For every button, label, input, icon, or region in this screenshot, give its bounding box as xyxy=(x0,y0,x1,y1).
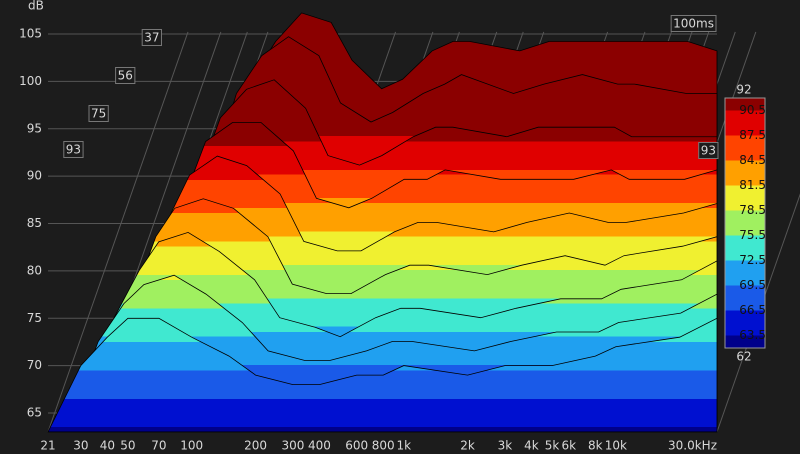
colorbar-label: 63.5 xyxy=(739,328,766,342)
time-label-box xyxy=(698,142,719,159)
colorbar-band xyxy=(725,235,765,261)
y-tick-label: 80 xyxy=(27,263,42,277)
colorbar-label: 66.5 xyxy=(739,303,766,317)
colorbar-label: 72.5 xyxy=(739,253,766,267)
colorbar-label: 75.5 xyxy=(739,228,766,242)
colorbar-band xyxy=(725,335,765,348)
colorbar-band xyxy=(725,98,765,111)
y-tick-label: 85 xyxy=(27,216,42,230)
colorbar-band xyxy=(725,110,765,136)
time-tick-label: 93 xyxy=(701,144,716,158)
x-tick-label: 800 xyxy=(372,439,395,453)
x-tick-label: 70 xyxy=(151,439,166,453)
y-tick-label: 100 xyxy=(19,74,42,88)
x-tick-label: 4k xyxy=(524,439,539,453)
colorbar-band xyxy=(725,135,765,161)
time-tick-label: 93 xyxy=(66,143,81,157)
colorbar-label: 62 xyxy=(736,350,751,364)
y-tick-label: 75 xyxy=(27,311,42,325)
colorbar-band xyxy=(725,160,765,186)
time-label-box xyxy=(670,15,717,32)
time-label-box xyxy=(63,141,84,158)
colorbar-label: 87.5 xyxy=(739,128,766,142)
y-tick-label: 95 xyxy=(27,121,42,135)
x-tick-label: 8k xyxy=(588,439,603,453)
x-tick-label: 100 xyxy=(180,439,203,453)
y-tick-label: 90 xyxy=(27,169,42,183)
colorbar-band xyxy=(725,260,765,286)
x-tick-label: 300 xyxy=(281,439,304,453)
x-tick-label: 40 xyxy=(100,439,115,453)
y-axis-label: dB xyxy=(28,0,44,13)
x-tick-label: 30 xyxy=(73,439,88,453)
colorbar-label: 78.5 xyxy=(739,203,766,217)
time-tick-label: 37 xyxy=(144,31,159,45)
time-tick-label: 100ms xyxy=(673,17,714,31)
time-label-box xyxy=(115,67,136,84)
x-tick-label: 2k xyxy=(460,439,475,453)
waterfall-slice xyxy=(47,317,718,433)
time-label-box xyxy=(141,29,162,46)
x-tick-label: 5k xyxy=(545,439,560,453)
colorbar-label: 81.5 xyxy=(739,178,766,192)
grid-line xyxy=(716,193,800,433)
x-tick-label: 600 xyxy=(345,439,368,453)
colorbar-band xyxy=(725,285,765,311)
colorbar-band xyxy=(725,310,765,336)
colorbar-band xyxy=(725,185,765,211)
y-tick-label: 105 xyxy=(19,27,42,41)
colorbar-label: 84.5 xyxy=(739,153,766,167)
colorbar-frame xyxy=(724,97,766,349)
colorbar-label: 92 xyxy=(736,83,751,97)
time-tick-label: 56 xyxy=(118,69,133,83)
x-tick-label: 400 xyxy=(308,439,331,453)
x-tick-label: 3k xyxy=(498,439,513,453)
y-tick-label: 65 xyxy=(27,406,42,420)
y-tick-label: 70 xyxy=(27,358,42,372)
colorbar-label: 90.5 xyxy=(739,103,766,117)
time-tick-label: 75 xyxy=(91,107,106,121)
colorbar-band xyxy=(725,210,765,236)
colorbar-label: 69.5 xyxy=(739,278,766,292)
time-label-box xyxy=(88,105,109,122)
x-tick-label: 30.0kHz xyxy=(668,439,717,453)
x-tick-label: 50 xyxy=(120,439,135,453)
x-tick-label: 6k xyxy=(561,439,576,453)
x-tick-label: 200 xyxy=(244,439,267,453)
x-tick-label: 21 xyxy=(40,439,55,453)
x-tick-label: 10k xyxy=(605,439,627,453)
x-tick-label: 1k xyxy=(396,439,411,453)
grid-line xyxy=(47,31,189,433)
